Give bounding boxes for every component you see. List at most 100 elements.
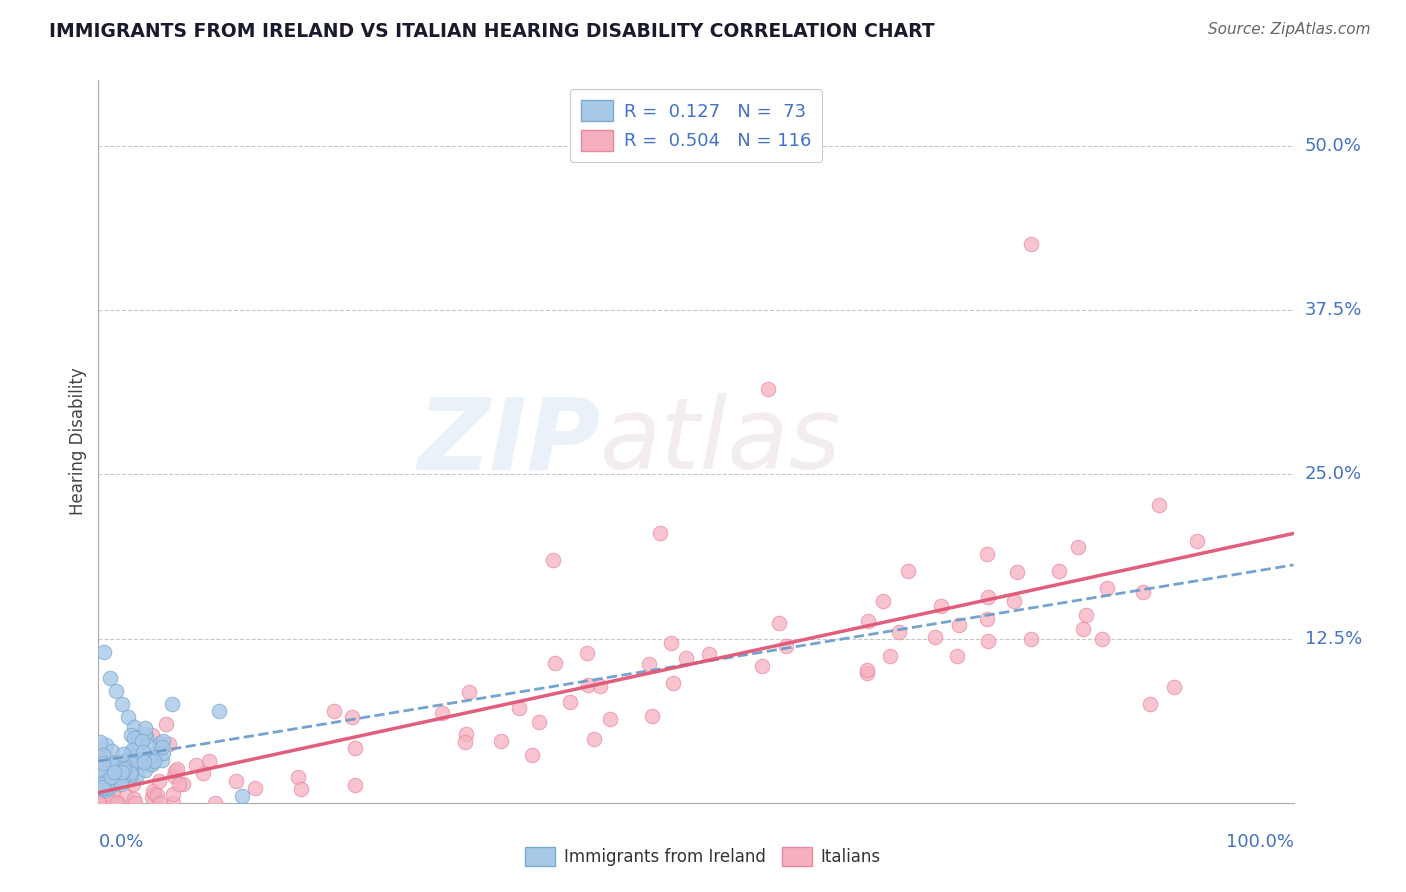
Text: 12.5%: 12.5% bbox=[1305, 630, 1362, 648]
Point bbox=[856, 666, 879, 681]
Point bbox=[184, 758, 207, 772]
Point bbox=[344, 778, 367, 792]
Point bbox=[112, 754, 135, 768]
Point bbox=[976, 547, 998, 561]
Point bbox=[342, 709, 364, 723]
Point bbox=[91, 796, 114, 810]
Point bbox=[118, 765, 141, 780]
Point bbox=[1187, 533, 1209, 548]
Point bbox=[94, 782, 117, 797]
Point bbox=[897, 564, 920, 578]
Point bbox=[107, 796, 129, 810]
Point bbox=[287, 770, 309, 784]
Point bbox=[111, 765, 134, 780]
Point bbox=[125, 767, 148, 781]
Point bbox=[124, 747, 146, 762]
Point bbox=[150, 739, 173, 754]
Point bbox=[165, 764, 187, 778]
Point bbox=[89, 735, 111, 749]
Point bbox=[489, 733, 512, 747]
Point bbox=[91, 756, 114, 770]
Point bbox=[103, 757, 125, 772]
Point bbox=[112, 758, 135, 772]
Point bbox=[541, 553, 564, 567]
Point bbox=[1073, 622, 1095, 636]
Point bbox=[98, 796, 121, 810]
Point bbox=[162, 796, 184, 810]
Point bbox=[121, 748, 143, 763]
Point bbox=[91, 780, 114, 794]
Point bbox=[976, 590, 998, 604]
Point bbox=[111, 764, 134, 779]
Point bbox=[115, 760, 138, 774]
Point bbox=[872, 594, 894, 608]
Point bbox=[124, 720, 146, 734]
Point bbox=[1019, 237, 1042, 252]
Point bbox=[141, 789, 163, 804]
Text: 25.0%: 25.0% bbox=[1305, 466, 1362, 483]
Point bbox=[659, 636, 682, 650]
Text: Source: ZipAtlas.com: Source: ZipAtlas.com bbox=[1208, 22, 1371, 37]
Point bbox=[100, 770, 122, 784]
Point bbox=[1007, 565, 1029, 579]
Point bbox=[1095, 581, 1118, 595]
Point bbox=[322, 704, 344, 718]
Point bbox=[155, 717, 177, 731]
Point bbox=[948, 618, 970, 632]
Point bbox=[149, 796, 172, 810]
Point bbox=[191, 765, 214, 780]
Point bbox=[198, 754, 221, 768]
Point bbox=[576, 678, 599, 692]
Point bbox=[98, 780, 121, 795]
Point bbox=[343, 741, 366, 756]
Text: atlas: atlas bbox=[600, 393, 842, 490]
Point bbox=[94, 748, 117, 763]
Point bbox=[141, 757, 163, 772]
Point bbox=[101, 785, 124, 799]
Point bbox=[159, 737, 181, 751]
Point bbox=[122, 792, 145, 806]
Point bbox=[103, 776, 125, 790]
Point bbox=[96, 774, 118, 789]
Text: ZIP: ZIP bbox=[418, 393, 600, 490]
Point bbox=[129, 755, 152, 769]
Point bbox=[1149, 498, 1171, 512]
Point bbox=[454, 727, 477, 741]
Point bbox=[87, 796, 110, 810]
Point bbox=[662, 675, 685, 690]
Point bbox=[94, 768, 117, 782]
Point bbox=[87, 796, 110, 810]
Point bbox=[107, 772, 129, 786]
Point bbox=[122, 731, 145, 745]
Point bbox=[104, 796, 127, 810]
Point bbox=[96, 755, 118, 769]
Point bbox=[508, 700, 530, 714]
Point bbox=[93, 645, 115, 659]
Point bbox=[167, 777, 190, 791]
Point bbox=[111, 698, 134, 712]
Point bbox=[94, 796, 117, 810]
Text: IMMIGRANTS FROM IRELAND VS ITALIAN HEARING DISABILITY CORRELATION CHART: IMMIGRANTS FROM IRELAND VS ITALIAN HEARI… bbox=[49, 22, 935, 41]
Point bbox=[114, 787, 136, 801]
Text: 37.5%: 37.5% bbox=[1305, 301, 1362, 319]
Point bbox=[208, 704, 231, 718]
Point bbox=[111, 763, 134, 777]
Point bbox=[112, 762, 135, 776]
Point bbox=[128, 753, 150, 767]
Point bbox=[122, 757, 145, 772]
Point bbox=[751, 659, 773, 673]
Point bbox=[87, 796, 110, 810]
Point bbox=[243, 780, 266, 795]
Point bbox=[1067, 540, 1090, 554]
Point bbox=[152, 746, 174, 760]
Point bbox=[1163, 680, 1185, 694]
Point bbox=[103, 796, 125, 810]
Point bbox=[162, 787, 184, 801]
Y-axis label: Hearing Disability: Hearing Disability bbox=[69, 368, 87, 516]
Point bbox=[136, 752, 159, 766]
Point bbox=[430, 706, 453, 720]
Point bbox=[204, 796, 226, 810]
Point bbox=[142, 783, 165, 797]
Point bbox=[120, 767, 142, 781]
Point bbox=[90, 765, 112, 780]
